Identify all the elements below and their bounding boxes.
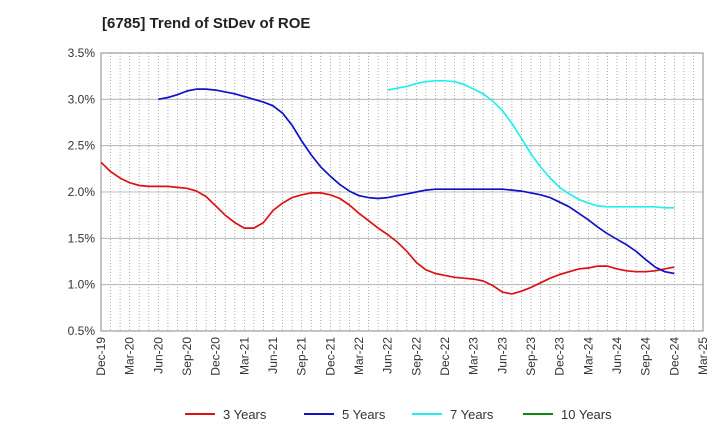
legend-label: 5 Years xyxy=(342,407,386,422)
series-layer xyxy=(100,79,675,295)
y-tick-label: 2.0% xyxy=(68,185,96,199)
y-tick-label: 0.5% xyxy=(68,324,96,338)
grid-layer xyxy=(101,53,703,331)
axis-layer: 0.5% 1.0% 1.5% 2.0% 2.5% 3.0% 3.5% Dec-19 Mar-20… xyxy=(68,46,710,376)
x-tick-label: Dec-19 xyxy=(94,337,108,376)
legend-label: 7 Years xyxy=(450,407,494,422)
x-tick-label: Dec-20 xyxy=(209,337,223,376)
x-tick-label: Sep-21 xyxy=(295,337,309,376)
x-tick-label: Sep-22 xyxy=(409,337,423,376)
x-tick-label: Sep-23 xyxy=(524,337,538,376)
x-tick-label: Dec-23 xyxy=(553,337,567,376)
x-tick-label: Jun-24 xyxy=(610,337,624,374)
x-tick-label: Dec-21 xyxy=(323,337,337,376)
legend-label: 3 Years xyxy=(223,407,267,422)
chart-title: [6785] Trend of StDev of ROE xyxy=(102,15,311,32)
series-line xyxy=(100,161,675,295)
x-tick-label: Mar-23 xyxy=(467,337,481,375)
y-tick-label: 1.0% xyxy=(68,278,96,292)
x-tick-label: Dec-22 xyxy=(438,337,452,376)
x-tick-label: Mar-24 xyxy=(581,337,595,375)
series-line xyxy=(158,88,675,275)
legend-label: 10 Years xyxy=(561,407,612,422)
plot-frame xyxy=(100,52,704,332)
x-tick-label: Mar-21 xyxy=(237,337,251,375)
x-tick-label: Jun-23 xyxy=(495,337,509,374)
y-tick-label: 2.5% xyxy=(68,139,96,153)
legend: 3 Years 5 Years 7 Years 10 Years xyxy=(185,407,612,422)
x-tick-label: Jun-20 xyxy=(151,337,165,374)
series-line xyxy=(387,79,675,209)
x-tick-label: Jun-21 xyxy=(266,337,280,374)
y-tick-label: 3.5% xyxy=(68,46,96,60)
y-tick-label: 3.0% xyxy=(68,92,96,106)
x-tick-label: Dec-24 xyxy=(667,337,681,376)
x-tick-label: Jun-22 xyxy=(381,337,395,374)
y-tick-label: 1.5% xyxy=(68,231,96,245)
x-tick-label: Mar-25 xyxy=(696,337,710,375)
x-tick-label: Mar-20 xyxy=(123,337,137,375)
x-tick-label: Sep-20 xyxy=(180,337,194,376)
x-tick-label: Sep-24 xyxy=(639,337,653,376)
x-tick-label: Mar-22 xyxy=(352,337,366,375)
